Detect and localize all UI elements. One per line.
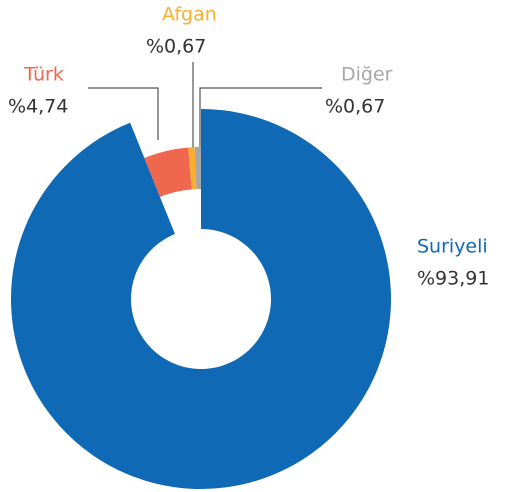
pie-slice	[194, 147, 201, 190]
slice-label: Afgan	[162, 4, 217, 26]
pie-slice	[11, 109, 392, 490]
leader-line	[199, 87, 322, 150]
slice-label: Türk	[23, 64, 64, 86]
slice-value-label: %0,67	[325, 96, 385, 118]
leader-line	[88, 87, 159, 140]
slice-label: Diğer	[341, 64, 393, 86]
slice-value-label: %0,67	[146, 36, 206, 58]
pie-slice	[188, 147, 197, 190]
pie-slice	[144, 147, 192, 197]
slice-value-label: %4,74	[8, 96, 68, 118]
slice-value-label: %93,91	[417, 268, 489, 290]
slice-label: Suriyeli	[417, 236, 488, 258]
